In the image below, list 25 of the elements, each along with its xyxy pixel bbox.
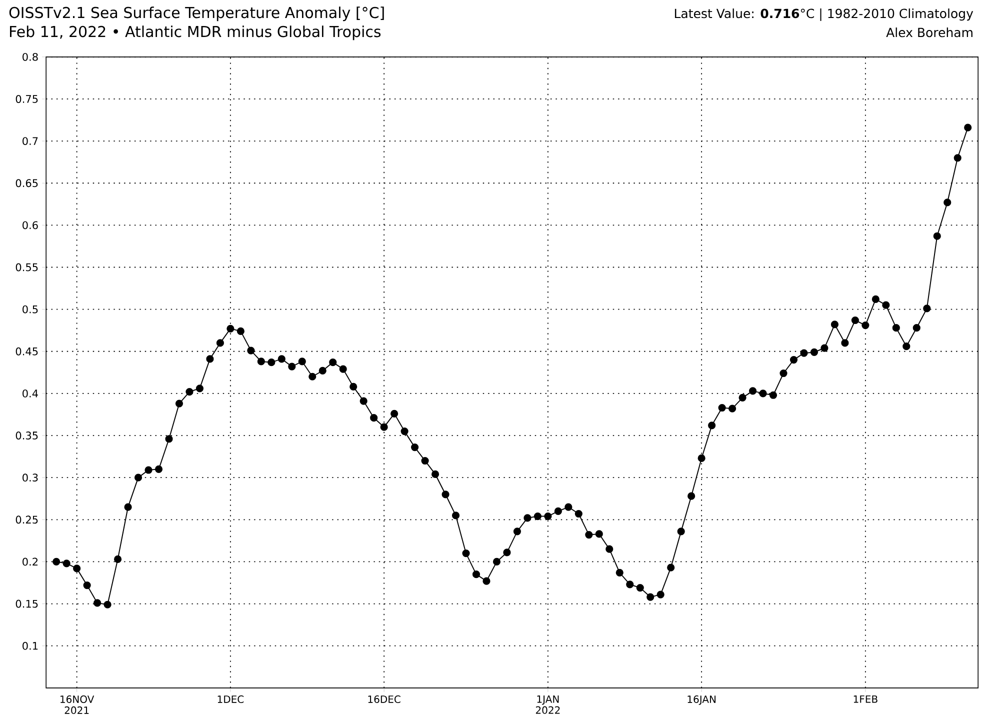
y-tick-label: 0.4 bbox=[22, 389, 38, 398]
x-tick-label: 1DEC bbox=[218, 695, 244, 703]
y-tick-label: 0.2 bbox=[22, 558, 38, 566]
y-tick-label: 0.5 bbox=[22, 305, 38, 314]
x-tick-label: 16NOV 2021 bbox=[60, 695, 94, 714]
text: Alex Boreham bbox=[886, 27, 972, 37]
y-tick-label: 0.1 bbox=[22, 642, 38, 650]
x-tick-label: 16DEC bbox=[368, 695, 400, 703]
y-tick-label: 0.25 bbox=[16, 516, 38, 524]
y-tick-label: 0.15 bbox=[16, 600, 38, 608]
y-tick-label: 0.45 bbox=[16, 347, 38, 356]
x-tick-label: 1FEB bbox=[854, 695, 878, 703]
y-tick-label: 0.55 bbox=[16, 263, 38, 272]
text: Latest Value: 0.716°C | 1982-2010 Climatology bbox=[674, 8, 974, 21]
y-tick-label: 0.8 bbox=[22, 52, 38, 61]
x-tick-label: 1JAN 2022 bbox=[536, 695, 560, 714]
y-tick-label: 0.6 bbox=[22, 221, 38, 229]
y-tick-label: 0.65 bbox=[16, 178, 38, 187]
y-tick-label: 0.75 bbox=[16, 94, 38, 103]
chart-title: OISSTv2.1 Sea Surface Temperature Anomaly [°C] bbox=[9, 6, 384, 21]
chart-subtitle: Feb 11, 2022 • Atlantic MDR minus Global Tropics bbox=[10, 25, 381, 40]
y-tick-label: 0.3 bbox=[22, 473, 38, 482]
y-tick-label: 0.7 bbox=[22, 136, 38, 145]
y-tick-label: 0.35 bbox=[16, 431, 38, 440]
x-tick-label: 16JAN bbox=[688, 695, 716, 705]
